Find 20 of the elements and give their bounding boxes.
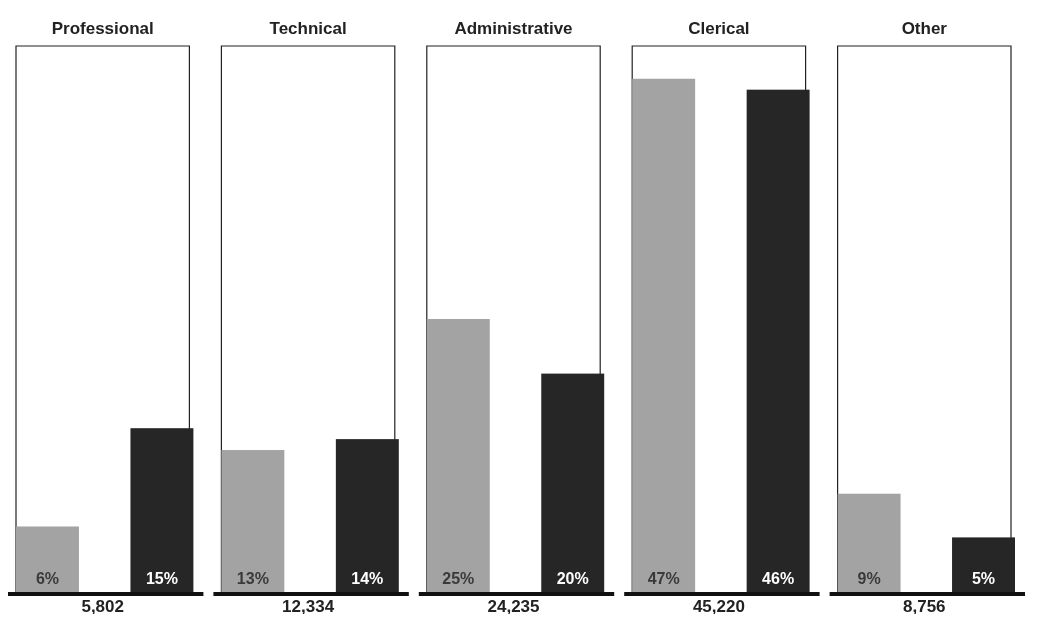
data-label: 13% <box>236 570 269 587</box>
x-axis-title: 8,756 <box>903 597 946 616</box>
data-label: 5% <box>971 570 996 587</box>
x-axis-title: 12,334 <box>282 597 335 616</box>
x-axis-title: 45,220 <box>692 597 745 616</box>
x-axis-title: 5,802 <box>81 597 124 616</box>
data-label: 47% <box>647 570 680 587</box>
chart-title: Professional <box>51 19 154 38</box>
chart-title: Technical <box>269 19 347 38</box>
data-label: 14% <box>351 570 384 587</box>
data-label: 20% <box>556 570 589 587</box>
data-label: 25% <box>442 570 475 587</box>
data-label: 46% <box>762 570 795 587</box>
data-label: 15% <box>145 570 178 587</box>
chart-title: Administrative <box>454 19 573 38</box>
data-label: 6% <box>35 570 60 587</box>
chart-title: Other <box>901 19 948 38</box>
x-axis-title: 24,235 <box>487 597 540 616</box>
chart-title: Clerical <box>688 19 750 38</box>
data-label: 9% <box>857 570 881 587</box>
